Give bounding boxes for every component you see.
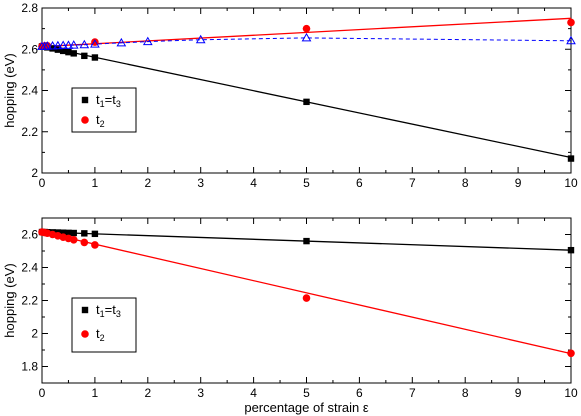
- data-point: [81, 52, 88, 60]
- data-point: [195, 34, 206, 44]
- x-tick-label: 9: [515, 176, 522, 190]
- data-point: [81, 230, 88, 237]
- data-point: [65, 229, 72, 237]
- data-point: [302, 24, 311, 33]
- data-point: [69, 235, 78, 244]
- data-point: [91, 241, 99, 249]
- legend-marker: [81, 306, 89, 314]
- x-tick-label: 1: [92, 386, 99, 400]
- data-point: [567, 349, 575, 358]
- data-point: [59, 47, 67, 55]
- x-tick-label: 3: [197, 176, 204, 190]
- data-point: [302, 294, 311, 302]
- data-point: [70, 50, 77, 57]
- x-tick-label: 4: [250, 386, 257, 400]
- data-point: [303, 98, 310, 106]
- legend-marker: [81, 116, 89, 124]
- x-tick-label: 8: [462, 176, 469, 190]
- data-point: [303, 237, 310, 245]
- bottom-panel: 0 1 2 3 4 5 6 7 8 9 10 1.8 2 2.2 2.4 2.6 hopping (eV) per…: [2, 217, 578, 415]
- data-point: [79, 39, 90, 49]
- data-point: [116, 37, 127, 47]
- legend-label: t2: [96, 326, 105, 343]
- data-point: [566, 35, 576, 45]
- x-tick-label: 9: [515, 386, 522, 400]
- data-point: [49, 45, 56, 52]
- x-axis-label: percentage of strain ε: [244, 400, 369, 415]
- y-tick-label: 2.4: [21, 261, 38, 275]
- x-tick-label: 10: [564, 386, 578, 400]
- x-tick-label: 5: [303, 386, 310, 400]
- legend-label: t1=t3: [96, 302, 121, 319]
- x-tick-label: 0: [39, 386, 46, 400]
- data-point: [142, 36, 153, 46]
- data-point: [42, 41, 53, 50]
- data-point: [567, 155, 575, 162]
- y-tick-label: 2.8: [21, 1, 38, 15]
- data-point: [58, 40, 69, 50]
- data-point: [301, 32, 312, 42]
- data-point: [63, 40, 74, 49]
- data-point: [80, 238, 89, 247]
- x-tick-label: 5: [303, 176, 310, 190]
- y-tick-label: 1.8: [21, 360, 38, 374]
- legend-label: t1=t3: [96, 92, 121, 109]
- x-tick-label: 3: [197, 386, 204, 400]
- legend-label: t2: [96, 112, 105, 129]
- data-point: [90, 39, 100, 48]
- x-tick-label: 7: [409, 176, 416, 190]
- y-axis-label: hopping (eV): [2, 53, 17, 127]
- y-tick-label: 2: [31, 166, 38, 180]
- x-tick-label: 10: [564, 176, 578, 190]
- data-point: [91, 230, 99, 238]
- y-tick-label: 2.4: [21, 84, 38, 98]
- y-tick-label: 2.2: [21, 125, 38, 139]
- data-point: [91, 54, 99, 61]
- data-point: [65, 48, 72, 56]
- x-tick-label: 8: [462, 386, 469, 400]
- x-tick-label: 6: [356, 386, 363, 400]
- x-tick-label: 6: [356, 176, 363, 190]
- x-tick-label: 2: [144, 386, 151, 400]
- data-point: [47, 40, 58, 50]
- legend-box: [71, 87, 137, 133]
- data-point: [54, 46, 62, 53]
- y-axis-label: hopping (eV): [2, 263, 17, 337]
- data-point: [567, 18, 575, 27]
- y-tick-label: 2.6: [21, 228, 38, 242]
- data-point: [59, 229, 67, 236]
- data-point: [567, 246, 575, 254]
- x-tick-label: 0: [39, 176, 46, 190]
- top-panel: 0 1 2 3 4 5 6 7 8 9 10 2 2.2 2.4 2.6 2.8 hopping (eV) t1=…: [2, 1, 578, 190]
- data-point: [68, 40, 79, 49]
- x-tick-label: 7: [409, 386, 416, 400]
- y-tick-label: 2.2: [21, 294, 38, 308]
- legend-marker: [81, 96, 89, 104]
- data-point: [53, 40, 63, 50]
- y-tick-label: 2.6: [21, 42, 38, 56]
- x-tick-label: 2: [144, 176, 151, 190]
- y-tick-label: 2: [31, 327, 38, 341]
- x-tick-label: 1: [92, 176, 99, 190]
- legend-marker: [81, 330, 89, 338]
- fit-line-t2: [41, 17, 572, 48]
- data-point: [70, 229, 77, 237]
- x-tick-label: 4: [250, 176, 257, 190]
- fit-line-t2: [41, 231, 572, 355]
